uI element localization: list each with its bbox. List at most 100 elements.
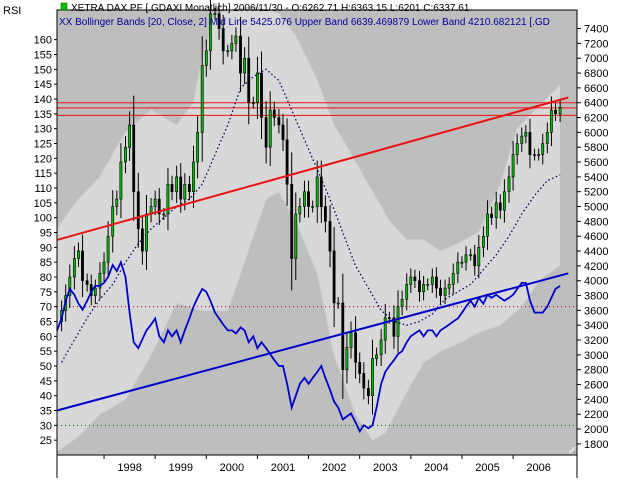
left-tick-label: 90 bbox=[40, 242, 52, 254]
right-tick-label: 4000 bbox=[584, 276, 608, 288]
price-candle bbox=[396, 290, 400, 353]
price-candle bbox=[98, 262, 102, 300]
left-tick-label: 155 bbox=[34, 50, 52, 62]
rsi-axis-label: RSI bbox=[3, 5, 21, 17]
price-candle bbox=[439, 279, 442, 305]
right-tick-label: 6800 bbox=[584, 68, 608, 80]
price-candle bbox=[533, 148, 536, 161]
right-axis: 1800 2000 2200 2400 2600 2800 3000 3200 3400 3600… bbox=[577, 24, 608, 451]
price-candle bbox=[362, 362, 366, 400]
right-tick-label: 7200 bbox=[584, 38, 608, 50]
price-candle bbox=[358, 352, 362, 384]
price-candle bbox=[375, 347, 378, 366]
price-candle bbox=[345, 333, 349, 384]
price-candle bbox=[285, 118, 289, 206]
price-candle bbox=[106, 221, 110, 278]
price-candle bbox=[247, 36, 251, 125]
left-tick-label: 45 bbox=[40, 376, 52, 388]
price-candle bbox=[302, 180, 306, 218]
plot-layer bbox=[56, 0, 577, 452]
price-candle bbox=[537, 148, 541, 161]
resize-grip-icon[interactable] bbox=[568, 446, 576, 454]
price-candle bbox=[294, 192, 298, 280]
x-tick-label: 2005 bbox=[475, 462, 499, 474]
price-candle bbox=[77, 242, 80, 267]
right-tick-label: 7400 bbox=[584, 24, 608, 36]
price-candle bbox=[175, 165, 179, 203]
price-candle bbox=[200, 36, 204, 162]
left-tick-label: 25 bbox=[40, 435, 52, 447]
x-tick-label: 2006 bbox=[526, 462, 550, 474]
price-candle bbox=[153, 190, 157, 216]
price-candle bbox=[498, 194, 502, 219]
price-candle bbox=[528, 118, 532, 169]
right-tick-label: 7000 bbox=[584, 53, 608, 65]
right-tick-label: 2000 bbox=[584, 424, 608, 436]
price-legend-marker bbox=[60, 2, 68, 11]
price-candle bbox=[464, 246, 468, 271]
price-candle bbox=[73, 246, 76, 290]
price-candle bbox=[426, 278, 430, 291]
price-candle bbox=[268, 91, 272, 167]
left-tick-label: 105 bbox=[34, 198, 52, 210]
left-tick-label: 40 bbox=[40, 391, 52, 403]
left-tick-label: 50 bbox=[40, 361, 52, 373]
price-candle bbox=[226, 44, 230, 57]
price-candle bbox=[502, 179, 506, 223]
resistance-trendline bbox=[56, 96, 569, 241]
left-tick-label: 125 bbox=[34, 139, 52, 151]
x-tick-label: 2000 bbox=[220, 462, 244, 474]
right-tick-label: 5200 bbox=[584, 187, 608, 199]
left-tick-label: 60 bbox=[40, 331, 52, 343]
price-candle bbox=[217, 2, 221, 40]
price-candle bbox=[473, 244, 477, 276]
price-candle bbox=[507, 165, 511, 203]
price-candle bbox=[93, 279, 97, 305]
price-header: XETRA DAX PF [.GDAXI Monatlich] 2006/11/… bbox=[71, 3, 470, 14]
price-candle bbox=[434, 267, 438, 298]
right-tick-label: 6600 bbox=[584, 83, 608, 95]
price-candle bbox=[307, 180, 310, 218]
price-candle bbox=[549, 96, 553, 147]
price-candle bbox=[255, 56, 259, 120]
price-candle bbox=[379, 328, 383, 366]
price-candle bbox=[196, 116, 200, 179]
price-candle bbox=[371, 339, 374, 415]
x-tick-label: 1998 bbox=[117, 462, 141, 474]
x-tick-label: 1999 bbox=[168, 462, 192, 474]
price-candle bbox=[192, 145, 195, 209]
price-candle bbox=[264, 101, 268, 164]
right-tick-label: 1800 bbox=[584, 439, 608, 451]
right-tick-label: 3600 bbox=[584, 305, 608, 317]
price-candle bbox=[132, 95, 136, 222]
bollinger-header: XX Bollinger Bands [20, Close, 2] Mid Li… bbox=[59, 17, 550, 28]
price-candle bbox=[260, 51, 263, 140]
price-candle bbox=[494, 191, 498, 229]
price-candle bbox=[447, 277, 451, 296]
right-tick-label: 5400 bbox=[584, 172, 608, 184]
price-candle bbox=[341, 273, 345, 400]
price-candle bbox=[520, 127, 524, 153]
left-tick-label: 130 bbox=[34, 124, 52, 136]
price-candle bbox=[85, 273, 89, 292]
price-candle bbox=[486, 200, 489, 250]
right-tick-label: 6000 bbox=[584, 127, 608, 139]
price-candle bbox=[311, 200, 315, 213]
right-tick-label: 4800 bbox=[584, 216, 608, 228]
price-candle bbox=[166, 167, 170, 231]
left-tick-label: 75 bbox=[40, 287, 52, 299]
left-tick-label: 30 bbox=[40, 420, 52, 432]
support-trendline bbox=[56, 272, 569, 412]
right-tick-label: 5000 bbox=[584, 202, 608, 214]
left-tick-label: 115 bbox=[34, 168, 52, 180]
price-candle bbox=[119, 143, 123, 219]
price-candle bbox=[323, 195, 327, 233]
price-candle bbox=[511, 140, 515, 191]
price-candle bbox=[188, 175, 191, 201]
price-candle bbox=[136, 172, 140, 248]
right-tick-label: 4400 bbox=[584, 246, 608, 258]
left-axis: 25 30 35 40 45 50 55 60 65 70 75 80 85 90 95 100 105 110 1… bbox=[34, 35, 57, 447]
price-candle bbox=[298, 198, 302, 223]
left-tick-label: 160 bbox=[34, 35, 52, 47]
x-axis: 1998 1999 2000 2001 2002 2003 2004 2005 2006 bbox=[103, 455, 551, 474]
